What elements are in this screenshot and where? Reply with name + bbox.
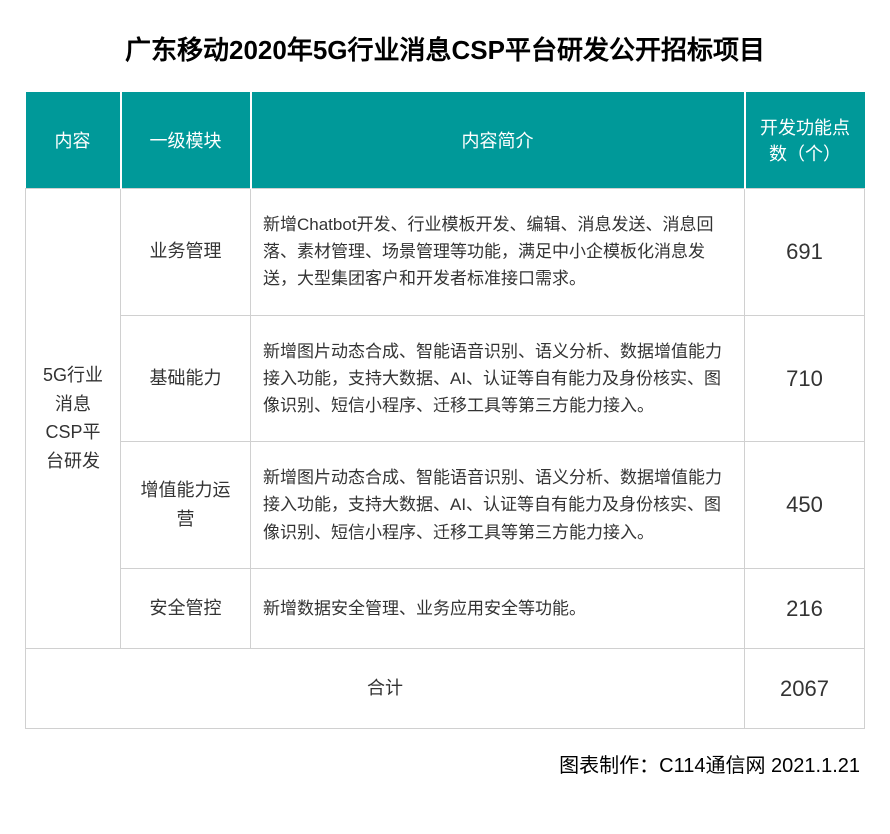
cell-desc: 新增图片动态合成、智能语音识别、语义分析、数据增值能力接入功能，支持大数据、AI… (251, 442, 745, 569)
cell-content: 5G行业消息CSP平台研发 (26, 189, 121, 649)
cell-module: 业务管理 (121, 189, 251, 316)
cell-num: 450 (745, 442, 865, 569)
cell-num: 710 (745, 315, 865, 442)
cell-total-label: 合计 (26, 648, 745, 728)
cell-num: 691 (745, 189, 865, 316)
cell-module: 基础能力 (121, 315, 251, 442)
th-content: 内容 (26, 92, 121, 189)
cell-desc: 新增数据安全管理、业务应用安全等功能。 (251, 568, 745, 648)
cell-desc: 新增图片动态合成、智能语音识别、语义分析、数据增值能力接入功能，支持大数据、AI… (251, 315, 745, 442)
cell-module: 安全管控 (121, 568, 251, 648)
table-header-row: 内容 一级模块 内容简介 开发功能点数（个） (26, 92, 865, 189)
table-row: 安全管控 新增数据安全管理、业务应用安全等功能。 216 (26, 568, 865, 648)
table-row: 增值能力运营 新增图片动态合成、智能语音识别、语义分析、数据增值能力接入功能，支… (26, 442, 865, 569)
project-table: 内容 一级模块 内容简介 开发功能点数（个） 5G行业消息CSP平台研发 业务管… (25, 92, 865, 729)
table-row: 5G行业消息CSP平台研发 业务管理 新增Chatbot开发、行业模板开发、编辑… (26, 189, 865, 316)
page-title: 广东移动2020年5G行业消息CSP平台研发公开招标项目 (25, 20, 865, 92)
cell-module: 增值能力运营 (121, 442, 251, 569)
cell-num: 216 (745, 568, 865, 648)
th-module: 一级模块 (121, 92, 251, 189)
credit-text: 图表制作：C114通信网 2021.1.21 (25, 729, 865, 778)
th-count: 开发功能点数（个） (745, 92, 865, 189)
th-description: 内容简介 (251, 92, 745, 189)
cell-total-num: 2067 (745, 648, 865, 728)
table-total-row: 合计 2067 (26, 648, 865, 728)
cell-desc: 新增Chatbot开发、行业模板开发、编辑、消息发送、消息回落、素材管理、场景管… (251, 189, 745, 316)
table-row: 基础能力 新增图片动态合成、智能语音识别、语义分析、数据增值能力接入功能，支持大… (26, 315, 865, 442)
